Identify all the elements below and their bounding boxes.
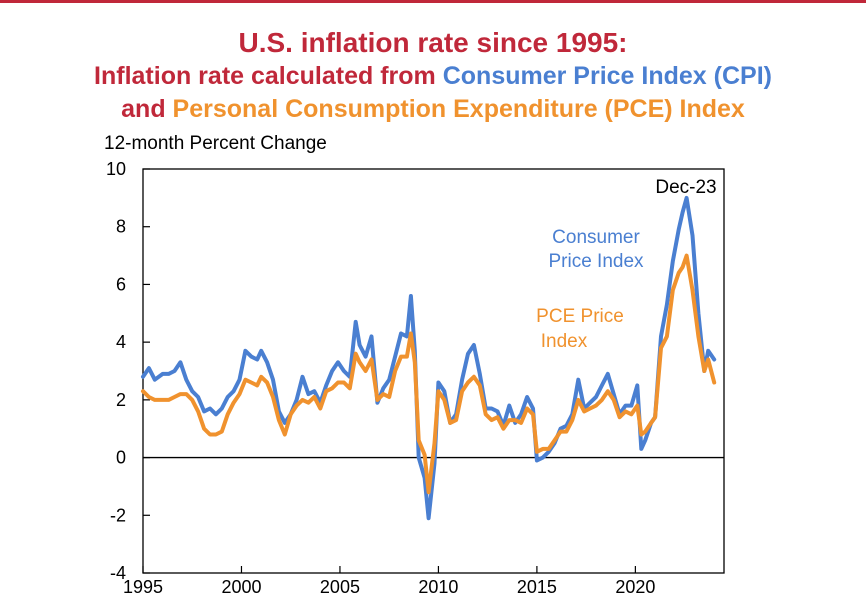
subtitle-pce: Personal Consumption Expenditure (PCE) I… <box>172 95 745 123</box>
pce-series-line <box>141 253 717 495</box>
subtitle-prefix: Inflation rate calculated from <box>94 62 443 90</box>
chart-subtitle-line-2: and Personal Consumption Expenditure (PC… <box>0 93 866 126</box>
y-tick-label: 0 <box>116 448 126 468</box>
y-tick-label: 4 <box>116 332 126 352</box>
pce-label-line1: PCE Price <box>536 306 624 327</box>
chart-title: U.S. inflation rate since 1995: <box>238 27 628 58</box>
chart-title-block: U.S. inflation rate since 1995: Inflatio… <box>0 26 866 126</box>
y-tick-label: 10 <box>106 159 126 179</box>
chart-subtitle-line-1: Inflation rate calculated from Consumer … <box>0 60 866 93</box>
x-tick-label: 2005 <box>320 577 360 594</box>
y-tick-label: 8 <box>116 217 126 237</box>
y-tick-label: 2 <box>116 390 126 410</box>
cpi-label-line2: Price Index <box>548 251 644 272</box>
y-tick-label: -4 <box>110 563 126 583</box>
cpi-label-line1: Consumer <box>552 227 640 248</box>
x-tick-label: 1995 <box>123 577 163 594</box>
subtitle-and: and <box>121 95 173 123</box>
subtitle-cpi: Consumer Price Index (CPI) <box>442 62 772 90</box>
x-tick-label: 2015 <box>517 577 557 594</box>
x-tick-label: 2020 <box>615 577 655 594</box>
end-date-label: Dec-23 <box>655 177 716 198</box>
y-tick-label: 6 <box>116 274 126 294</box>
top-rule <box>0 0 866 3</box>
y-tick-label: -2 <box>110 505 126 525</box>
pce-label-line2: Index <box>541 331 588 352</box>
y-axis-label: 12-month Percent Change <box>104 133 327 154</box>
cpi-series-line <box>141 195 717 521</box>
plot-frame <box>142 168 725 574</box>
x-tick-label: 2010 <box>418 577 458 594</box>
x-tick-label: 2000 <box>221 577 261 594</box>
